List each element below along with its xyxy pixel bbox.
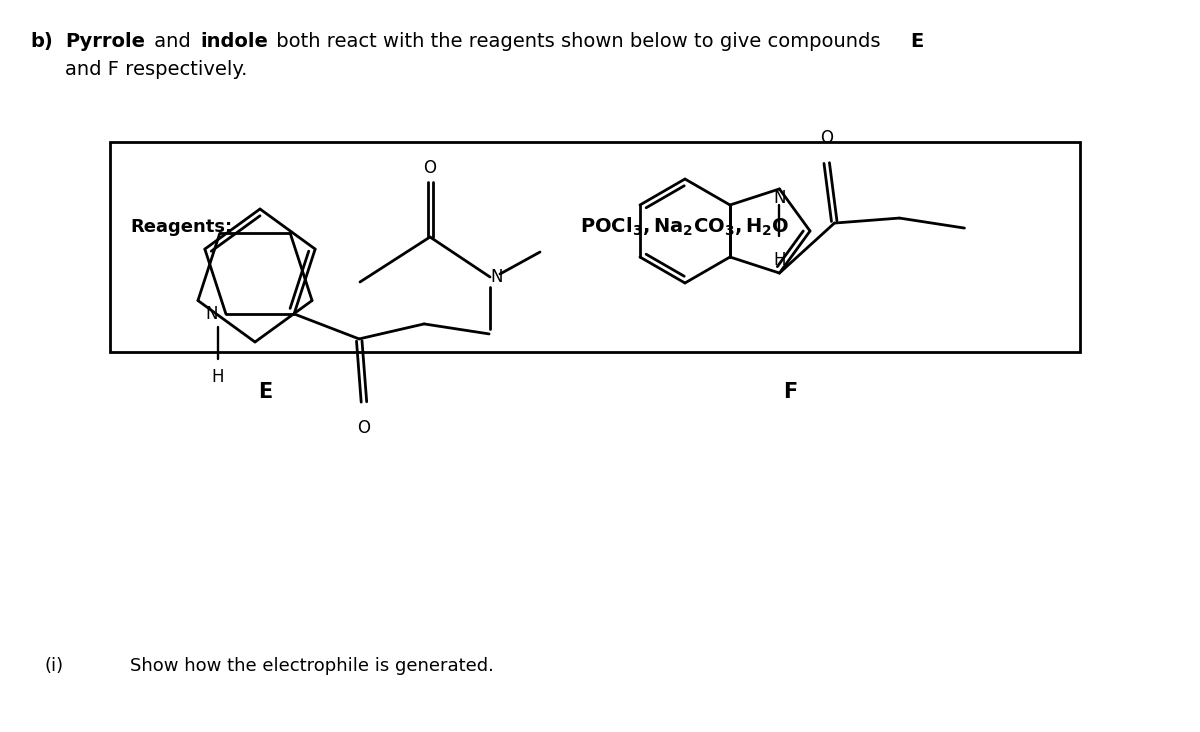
Text: $\mathbf{POCl_3, Na_2CO_3, H_2O}$: $\mathbf{POCl_3, Na_2CO_3, H_2O}$ (580, 216, 790, 238)
Text: H: H (773, 251, 786, 269)
Text: E: E (258, 382, 272, 402)
Text: N: N (490, 268, 503, 286)
Text: (i): (i) (46, 657, 64, 675)
Text: Reagents:: Reagents: (130, 218, 232, 236)
Text: both react with the reagents shown below to give compounds: both react with the reagents shown below… (270, 32, 887, 51)
Text: N: N (205, 305, 218, 323)
Text: Pyrrole: Pyrrole (65, 32, 145, 51)
Text: Show how the electrophile is generated.: Show how the electrophile is generated. (130, 657, 494, 675)
Text: O: O (424, 159, 437, 177)
Text: H: H (211, 368, 224, 386)
Text: O: O (820, 129, 833, 147)
Text: N: N (773, 189, 786, 207)
Text: and: and (148, 32, 197, 51)
Text: indole: indole (200, 32, 268, 51)
Text: E: E (910, 32, 923, 51)
Bar (110, 142, 1080, 352)
Text: and F respectively.: and F respectively. (65, 60, 247, 79)
Text: F: F (782, 382, 797, 402)
Text: b): b) (30, 32, 53, 51)
Text: O: O (358, 419, 371, 437)
